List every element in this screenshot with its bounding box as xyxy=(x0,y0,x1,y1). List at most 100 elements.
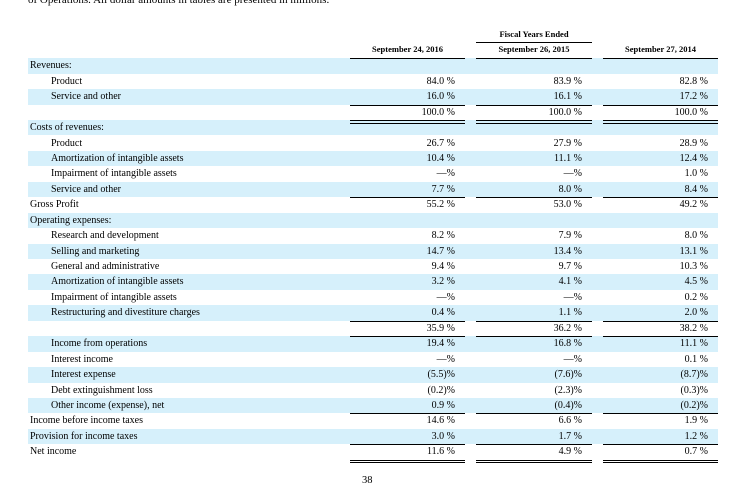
row-label: Revenues: xyxy=(30,60,72,72)
rule xyxy=(603,444,718,446)
table-row: Operating expenses: xyxy=(28,212,718,229)
rule xyxy=(350,120,465,122)
cell-value: 19.4 % xyxy=(426,338,455,350)
rule xyxy=(476,459,592,461)
row-label: Operating expenses: xyxy=(30,214,112,226)
rule xyxy=(476,462,592,464)
table-row: Selling and marketing 14.7 % 13.4 % 13.1 % xyxy=(28,243,718,260)
row-label: Gross Profit xyxy=(30,199,79,211)
table-row: Income from operations 19.4 % 16.8 % 11.1 % xyxy=(28,336,718,352)
cell-value: 7.9 % xyxy=(558,230,582,242)
rule xyxy=(350,320,465,322)
row-label: Impairment of intangible assets xyxy=(51,168,177,180)
table-row: Amortization of intangible assets 10.4 % 1… xyxy=(28,150,718,167)
cell-value: (0.4)% xyxy=(554,399,583,411)
cell-value: (0.2)% xyxy=(427,384,456,396)
cell-value: 16.1 % xyxy=(553,91,582,103)
table-row: Restructuring and divestiture charges 0.4… xyxy=(28,305,718,321)
rule xyxy=(350,122,465,124)
cell-value: 1.1 % xyxy=(558,307,582,319)
table-row: Product 26.7 % 27.9 % 28.9 % xyxy=(28,136,718,151)
cell-value: 83.9 % xyxy=(553,75,582,87)
cell-value: 17.2 % xyxy=(679,91,708,103)
cell-value: 4.5 % xyxy=(684,276,708,288)
table-row: Provision for income taxes 3.0 % 1.7 % 1.2 … xyxy=(28,428,718,445)
rule xyxy=(476,120,592,122)
cell-value: 16.0 % xyxy=(426,91,455,103)
cell-value: —% xyxy=(436,353,455,365)
column-group-header: Fiscal Years Ended xyxy=(499,29,569,39)
table-row: Product 84.0 % 83.9 % 82.8 % xyxy=(28,74,718,89)
cell-value: —% xyxy=(563,168,582,180)
cell-value: 82.8 % xyxy=(679,75,708,87)
cell-value: 10.4 % xyxy=(426,152,455,164)
cell-value: 14.7 % xyxy=(426,245,455,257)
cell-value: 9.7 % xyxy=(558,261,582,273)
row-label: Amortization of intangible assets xyxy=(51,152,184,164)
rule xyxy=(476,42,592,43)
rule xyxy=(603,122,718,124)
rule xyxy=(350,413,465,415)
rule xyxy=(350,444,465,446)
cell-value: 0.1 % xyxy=(684,353,708,365)
table-row: Other income (expense), net 0.9 % (0.4)% (0… xyxy=(28,397,718,414)
cell-value: 1.0 % xyxy=(684,168,708,180)
rule xyxy=(603,320,718,322)
cell-value: 3.2 % xyxy=(431,276,455,288)
row-label: Restructuring and divestiture charges xyxy=(51,307,200,319)
rule xyxy=(350,462,465,464)
rule xyxy=(603,104,718,106)
rule xyxy=(603,120,718,122)
cell-value: 35.9 % xyxy=(426,322,455,334)
rule xyxy=(603,459,718,461)
table-row: 35.9 % 36.2 % 38.2 % xyxy=(28,321,718,336)
cell-value: 1.2 % xyxy=(684,430,708,442)
cell-value: 49.2 % xyxy=(679,199,708,211)
cell-value: 0.4 % xyxy=(431,307,455,319)
cell-value: 14.6 % xyxy=(426,415,455,427)
cell-value: 55.2 % xyxy=(426,199,455,211)
cell-value: (8.7)% xyxy=(680,369,709,381)
rule xyxy=(476,444,592,446)
cell-value: 27.9 % xyxy=(553,137,582,149)
rule xyxy=(476,122,592,124)
rule xyxy=(350,197,465,199)
table-row: Research and development 8.2 % 7.9 % 8.0 % xyxy=(28,228,718,243)
table-row: Impairment of intangible assets —% —% 0.2 % xyxy=(28,290,718,305)
table-row: Impairment of intangible assets —% —% 1.0 % xyxy=(28,166,718,181)
cell-value: 84.0 % xyxy=(426,75,455,87)
cell-value: 4.1 % xyxy=(558,276,582,288)
column-header: September 27, 2014 xyxy=(625,44,696,54)
cell-value: 1.7 % xyxy=(558,430,582,442)
rule xyxy=(603,197,718,199)
rule xyxy=(476,320,592,322)
cell-value: —% xyxy=(563,353,582,365)
table-row: 100.0 % 100.0 % 100.0 % xyxy=(28,105,718,120)
cell-value: 100.0 % xyxy=(674,106,708,118)
row-label: Income before income taxes xyxy=(30,415,144,427)
intro-text: of Operations. All dollar amounts in tab… xyxy=(28,0,330,6)
table-row: Interest expense (5.5)% (7.6)% (8.7)% xyxy=(28,367,718,383)
row-label: Net income xyxy=(30,446,77,458)
cell-value: 8.4 % xyxy=(684,183,708,195)
row-label: Service and other xyxy=(51,91,121,103)
cell-value: 6.6 % xyxy=(558,415,582,427)
rule xyxy=(603,462,718,464)
cell-value: 9.4 % xyxy=(431,261,455,273)
row-label: Income from operations xyxy=(51,338,148,350)
cell-value: (0.2)% xyxy=(680,399,709,411)
rule xyxy=(476,197,592,199)
rule xyxy=(476,104,592,106)
cell-value: (2.3)% xyxy=(554,384,583,396)
table-row: Service and other 16.0 % 16.1 % 17.2 % xyxy=(28,89,718,105)
rule xyxy=(476,58,592,59)
cell-value: (0.3)% xyxy=(680,384,709,396)
table-row: Net income 11.6 % 4.9 % 0.7 % xyxy=(28,444,718,459)
cell-value: —% xyxy=(563,291,582,303)
row-label: Other income (expense), net xyxy=(51,399,165,411)
rule xyxy=(603,413,718,415)
table-row: Revenues: xyxy=(28,58,718,74)
cell-value: 100.0 % xyxy=(421,106,455,118)
rule xyxy=(350,459,465,461)
